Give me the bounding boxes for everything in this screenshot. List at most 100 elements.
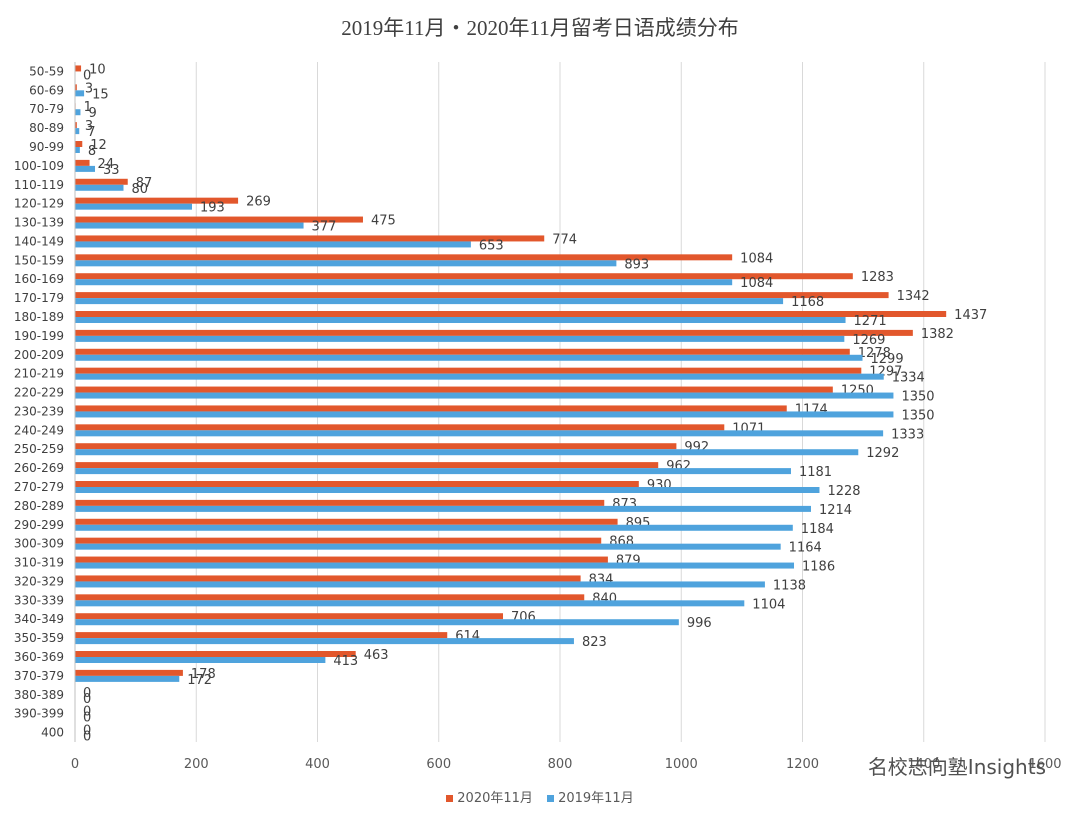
data-label-2020: 1437: [954, 308, 987, 323]
bar-2020: [75, 669, 183, 676]
bar-2019: [75, 222, 304, 229]
data-label-2019: 1184: [801, 522, 834, 537]
x-tick-label: 1400: [907, 757, 940, 772]
x-tick-label: 1600: [1028, 757, 1061, 772]
y-tick-label: 170-179: [14, 291, 64, 305]
y-tick-label: 150-159: [14, 253, 64, 267]
bar-2019: [75, 147, 80, 153]
y-tick-label: 110-119: [14, 178, 64, 192]
data-label-2020: 774: [552, 232, 577, 247]
data-label-2020: 1342: [897, 289, 930, 304]
y-tick-label: 280-289: [14, 499, 64, 513]
data-label-2020: 87: [136, 176, 153, 191]
y-tick-label: 400: [41, 726, 64, 740]
legend-item-2019: 2019年11月: [547, 787, 634, 806]
y-tick-label: 160-169: [14, 272, 64, 286]
data-label-2019: 1186: [802, 560, 835, 575]
y-tick-label: 300-309: [14, 537, 64, 551]
y-tick-label: 130-139: [14, 216, 64, 230]
data-label-2019: 1164: [789, 541, 822, 556]
data-label-2019: 7: [87, 125, 95, 140]
data-label-2019: 1333: [891, 427, 924, 442]
x-tick-label: 400: [305, 757, 330, 772]
bar-2019: [75, 411, 894, 418]
data-label-2019: 0: [83, 68, 91, 83]
bar-2019: [75, 657, 326, 663]
data-label-2020: 1382: [921, 327, 954, 342]
data-label-2019: 1084: [740, 276, 773, 291]
bar-2019: [75, 430, 884, 437]
data-label-2020: 475: [371, 214, 396, 229]
x-tick-label: 600: [426, 757, 451, 772]
data-label-2019: 193: [200, 201, 225, 216]
data-label-2019: 9: [88, 106, 96, 121]
bar-2020: [75, 178, 128, 185]
x-tick-label: 1200: [786, 757, 819, 772]
data-label-2019: 1271: [854, 314, 887, 329]
legend-label-2019: 2019年11月: [558, 791, 634, 806]
y-tick-label: 140-149: [14, 234, 64, 248]
data-label-2020: 1084: [740, 251, 773, 266]
bar-2019: [75, 505, 811, 512]
data-label-2019: 1299: [871, 352, 904, 367]
bar-2020: [75, 651, 356, 657]
bar-2019: [75, 354, 863, 361]
bar-2020: [75, 329, 913, 336]
data-label-2019: 1350: [901, 390, 934, 405]
bar-2020: [75, 594, 585, 601]
data-label-2019: 172: [187, 673, 212, 688]
data-label-2019: 377: [312, 220, 337, 235]
bar-2019: [75, 487, 820, 493]
y-tick-label: 250-259: [14, 442, 64, 456]
data-label-2019: 1104: [752, 597, 785, 612]
data-label-2020: 24: [98, 157, 115, 172]
bar-2020: [75, 556, 608, 563]
bar-2019: [75, 128, 80, 135]
y-tick-label: 120-129: [14, 197, 64, 211]
bar-2019: [75, 638, 574, 645]
data-label-2019: 653: [479, 238, 504, 253]
bar-2020: [75, 348, 850, 355]
bar-2020: [75, 518, 618, 525]
data-label-2019: 0: [83, 692, 91, 707]
bar-2019: [75, 600, 745, 607]
data-label-2020: 463: [364, 648, 389, 663]
bar-2019: [75, 279, 733, 286]
bar-2019: [75, 241, 471, 248]
bar-2020: [75, 197, 239, 204]
bar-2020: [75, 481, 639, 487]
bar-2019: [75, 449, 859, 456]
bar-2020: [75, 367, 862, 374]
data-label-2019: 8: [88, 144, 96, 159]
y-tick-label: 310-319: [14, 556, 64, 570]
data-label-2020: 178: [191, 667, 216, 682]
x-tick-label: 0: [71, 757, 79, 772]
y-tick-label: 200-209: [14, 348, 64, 362]
bar-2020: [75, 443, 677, 450]
bar-2019: [75, 581, 765, 588]
data-label-2019: 1228: [827, 484, 860, 499]
y-tick-label: 240-249: [14, 423, 64, 437]
bar-2019: [75, 90, 85, 97]
bar-2020: [75, 122, 77, 129]
x-tick-label: 1000: [665, 757, 698, 772]
chart-title: 2019年11月・2020年11月留考日语成绩分布: [341, 16, 739, 40]
y-tick-label: 190-199: [14, 329, 64, 343]
data-label-2019: 33: [103, 163, 120, 178]
bar-2019: [75, 165, 96, 172]
data-label-2020: 3: [85, 81, 93, 96]
bar-2020: [75, 537, 602, 544]
bar-2020: [75, 575, 581, 582]
y-tick-label: 70-79: [29, 102, 64, 116]
y-tick-label: 90-99: [29, 140, 64, 154]
data-label-2019: 996: [687, 616, 712, 631]
data-label-2019: 823: [582, 635, 607, 650]
y-tick-label: 340-349: [14, 612, 64, 626]
legend-swatch-2020: [446, 795, 454, 802]
bar-2020: [75, 386, 833, 393]
data-label-2019: 1334: [892, 371, 925, 386]
data-label-2020: 1283: [861, 270, 894, 285]
bar-2019: [75, 184, 124, 191]
watermark-text: 名校志向塾Insights: [867, 755, 1046, 779]
